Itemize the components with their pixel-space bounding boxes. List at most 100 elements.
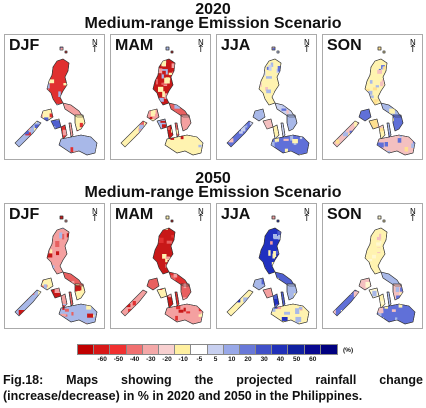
island-outline [40,277,54,291]
map-texture-cell [38,130,43,134]
map-texture-cell [199,104,203,109]
map-texture-cell [240,227,246,230]
island-outline [392,114,404,132]
map-texture-cell [376,280,382,283]
map-texture-cell [142,118,145,121]
map-texture-cell [265,311,268,317]
map-texture-cell [394,75,399,78]
map-texture-cell [397,138,402,143]
map-texture-cell [141,108,146,114]
map-texture-cell [229,289,234,295]
map-texture-cell [238,113,243,116]
map-texture-cell [302,94,306,99]
map-texture-cell [248,251,251,254]
map-texture-cell [159,97,164,102]
map-texture-cell [253,145,257,148]
map-texture-cell [402,274,406,280]
map-texture-cell [130,67,134,73]
map-texture-cell [94,132,97,136]
map-texture-cell [344,121,348,124]
map-texture-cell [140,313,143,319]
map-texture-cell [135,318,140,323]
map-texture-cell [341,225,347,231]
map-texture-cell [195,110,199,115]
map-texture-cell [200,239,203,244]
island-outline [64,50,68,54]
map-texture-cell [42,56,48,60]
island-region [376,303,416,325]
map-texture-cell [190,85,195,92]
map-texture-cell [396,55,401,59]
map-texture-cell [161,216,164,221]
map-texture-cell [350,285,356,290]
section-year-2020: 2020 [195,1,231,18]
map-texture-cell [240,126,246,132]
map-texture-cell [250,266,255,272]
map-texture-cell [414,119,415,124]
map-texture-cell [17,282,22,289]
map-texture-cell [405,230,409,234]
map-texture-cell [401,94,405,99]
map-texture-cell [296,63,302,67]
map-texture-cell [47,318,50,323]
map-texture-cell [365,76,368,80]
map-texture-cell [49,57,54,63]
map-panel-2050-son: SON N ↑ [322,203,423,329]
map-texture-cell [270,141,275,147]
map-texture-cell [285,249,289,255]
map-texture-cell [366,264,371,269]
map-texture-cell [365,282,370,288]
map-texture-cell [233,306,238,312]
legend-tick-label: -50 [113,356,124,363]
map-texture-cell [25,284,29,290]
island-outline [270,303,310,325]
map-texture-cell [248,266,251,272]
map-texture-cell [237,300,240,306]
map-texture-cell [263,139,267,145]
map-texture-cell [202,249,203,253]
map-texture-cell [26,152,30,155]
map-texture-cell [367,317,374,322]
island-outline [74,114,86,132]
map-texture-cell [180,97,186,103]
map-texture-cell [287,220,291,225]
map-texture-cell [248,61,254,66]
map-texture-cell [336,275,340,278]
map-texture-cell [67,74,71,77]
map-texture-cell [68,47,71,49]
island-outline [168,102,190,118]
island-outline [226,120,254,148]
map-texture-cell [79,248,83,254]
map-texture-cell [272,294,277,299]
map-texture-cell [346,309,351,314]
map-texture-cell [228,65,232,69]
map-texture-cell [293,51,299,56]
island-outline [165,46,170,51]
map-texture-cell [297,267,302,272]
map-texture-cell [407,95,410,100]
island-region [165,46,170,51]
map-texture-cell [347,271,352,276]
map-texture-cell [292,139,298,144]
map-texture-cell [351,241,355,246]
map-texture-cell [141,264,144,269]
map-texture-cell [298,306,303,310]
map-texture-cell [38,302,43,308]
caption-word: change [379,373,423,387]
map-texture-cell [283,322,286,324]
island-outline [68,122,74,138]
map-texture-cell [47,272,51,278]
map-texture-cell [55,106,58,110]
map-texture-cell [355,266,360,270]
island-region [276,219,280,223]
map-texture-cell [164,77,170,84]
map-texture-cell [404,324,406,329]
map-texture-cell [297,104,300,109]
map-texture-cell [380,81,384,87]
island-region [270,134,310,156]
map-texture-cell [412,247,415,253]
map-texture-cell [168,262,174,268]
map-texture-cell [339,80,346,85]
map-texture-cell [391,75,395,81]
map-texture-cell [337,236,340,242]
